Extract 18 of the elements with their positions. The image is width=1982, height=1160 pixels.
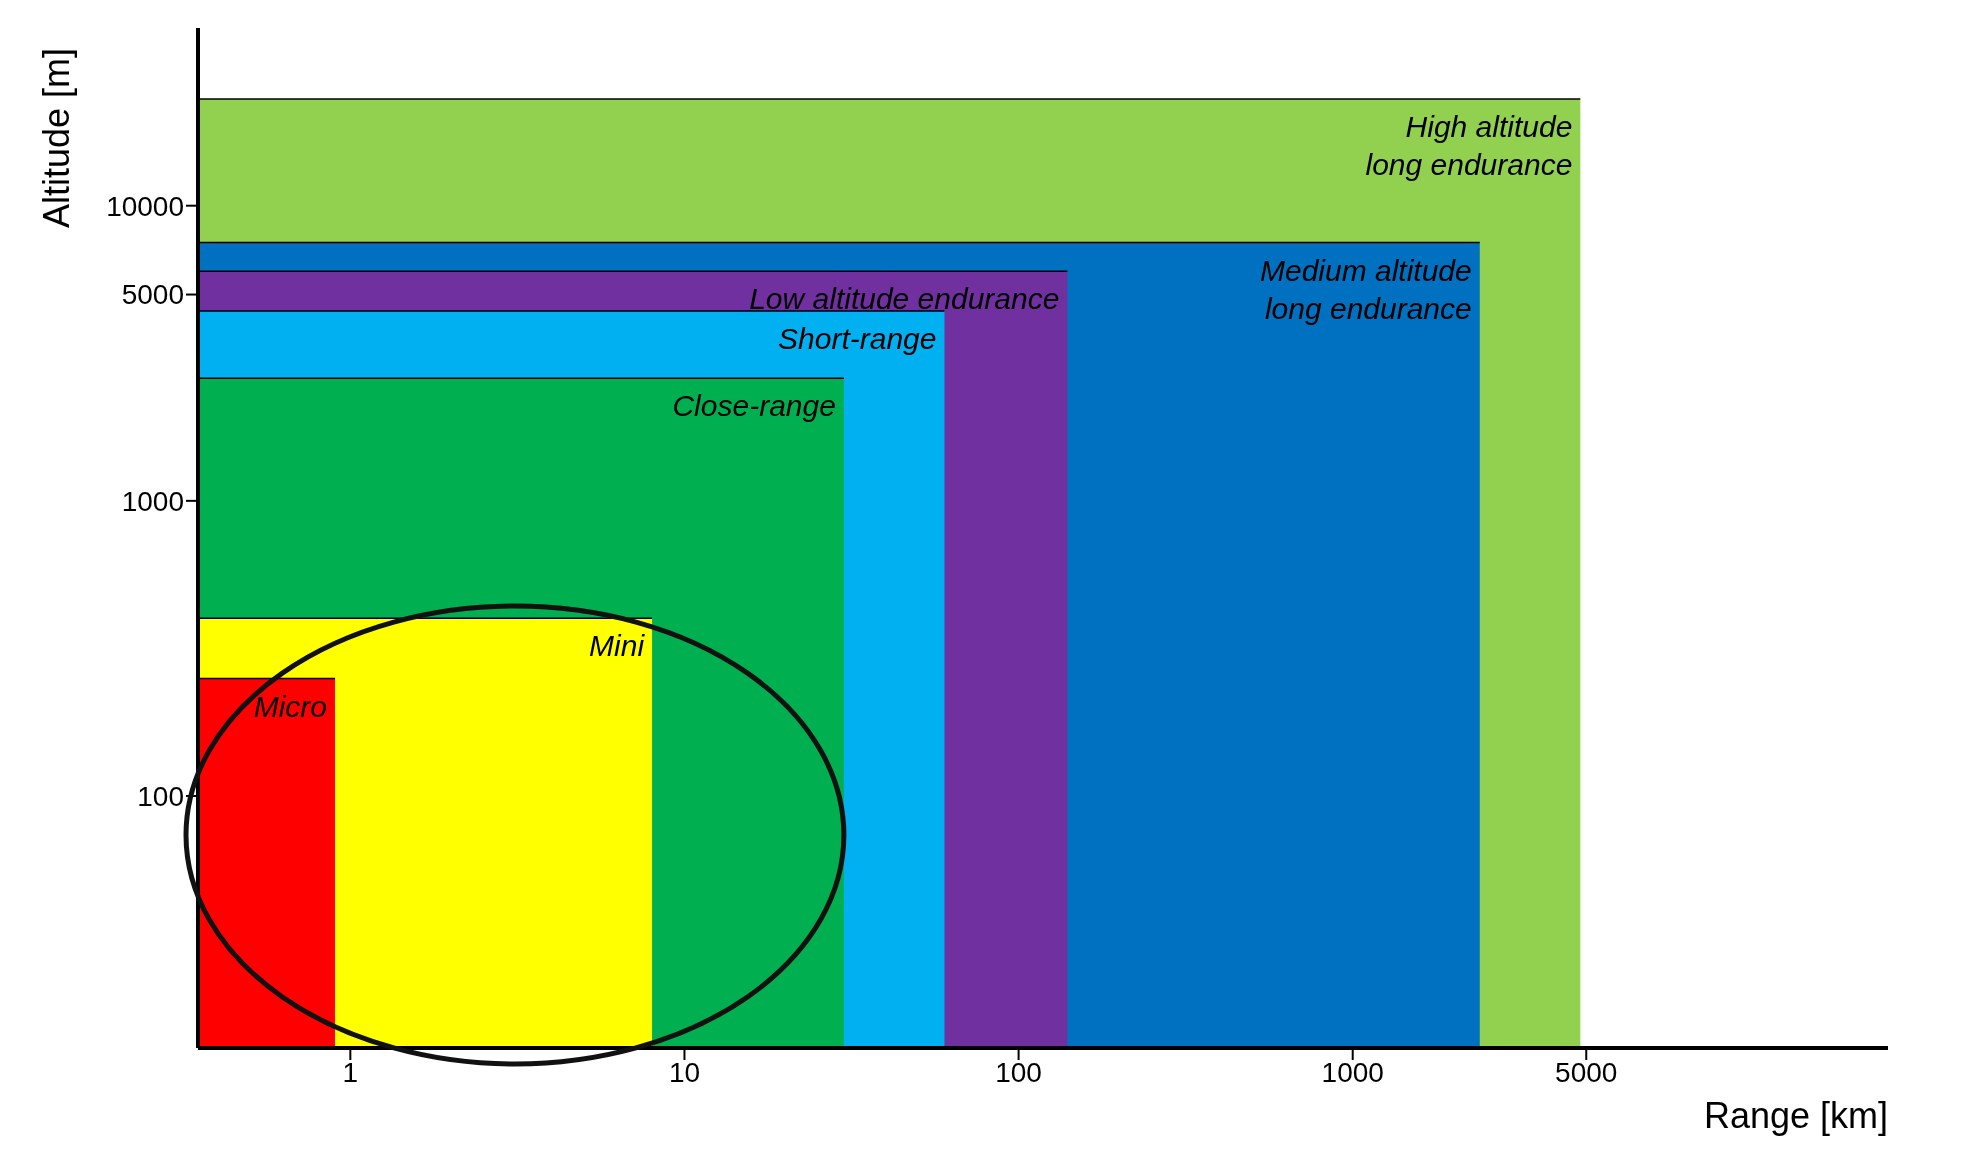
x-tick-label: 10 xyxy=(668,1056,701,1088)
y-tick-label: 10000 xyxy=(106,190,184,222)
series-label: Close-range xyxy=(672,389,836,423)
x-tick-label: 1000 xyxy=(1321,1056,1384,1088)
x-tick-label: 1 xyxy=(342,1056,359,1088)
series-label: High altitude long endurance xyxy=(1365,109,1573,181)
x-axis-title: Range [km] xyxy=(1703,1095,1888,1136)
y-axis-title: Altitude [m] xyxy=(35,47,77,229)
y-tick-label: 100 xyxy=(137,780,184,812)
series-label: Micro xyxy=(253,689,328,723)
series-label: Short-range xyxy=(778,321,937,355)
series-label: Mini xyxy=(589,629,646,663)
y-tick-label: 5000 xyxy=(121,279,184,311)
y-tick-label: 1000 xyxy=(121,485,184,517)
series-label: Medium altitude long endurance xyxy=(1259,253,1472,325)
x-tick-label: 5000 xyxy=(1555,1056,1618,1088)
x-tick-label: 100 xyxy=(995,1056,1042,1088)
series-label: Low altitude endurance xyxy=(749,282,1060,316)
